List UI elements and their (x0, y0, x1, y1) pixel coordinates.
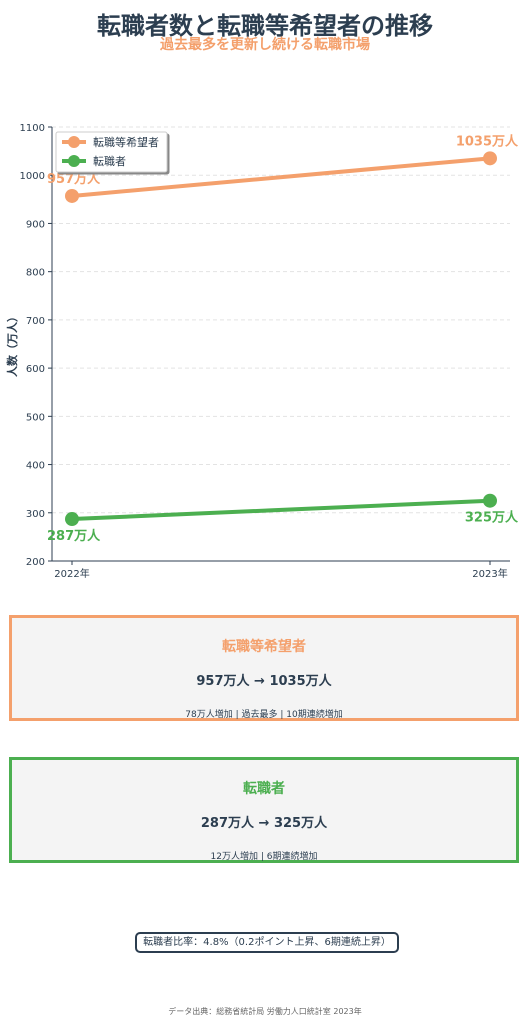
legend-swatch-marker (68, 155, 80, 167)
series-line (71, 156, 491, 198)
data-label: 325万人 (465, 510, 519, 526)
y-tick-label: 500 (26, 412, 45, 423)
x-tick-label: 2022年 (54, 567, 89, 580)
ratio-badge: 転職者比率：4.8%（0.2ポイント上昇、6期連続上昇） (135, 932, 399, 953)
card-hope-range: 957万人 → 1035万人 (196, 674, 332, 689)
series-line (71, 498, 491, 522)
data-label: 287万人 (47, 528, 101, 544)
line-chart: 200 300 400 500 600 700 800 900 1000 1100 2022年 202… (5, 123, 519, 580)
card-changers: 転職者 287万人 → 325万人 12万人増加 | 6期連続増加 (9, 757, 519, 863)
legend-label: 転職者 (93, 155, 126, 168)
card-hope-title: 転職等希望者 (222, 639, 306, 655)
y-tick-label: 300 (26, 509, 45, 520)
y-tick-label: 200 (26, 557, 45, 568)
data-label: 1035万人 (456, 133, 519, 149)
card-hope: 転職等希望者 957万人 → 1035万人 78万人増加 | 過去最多 | 10… (9, 615, 519, 721)
page-title: 転職者数と転職等希望者の推移 (97, 12, 433, 40)
y-tick-label: 900 (26, 219, 45, 230)
card-changers-title: 転職者 (243, 781, 285, 797)
y-tick-label: 400 (26, 461, 45, 472)
y-tick-label: 1100 (20, 123, 45, 134)
y-tick-label: 700 (26, 316, 45, 327)
card-changers-note: 12万人増加 | 6期連続増加 (210, 852, 318, 862)
card-hope-note: 78万人増加 | 過去最多 | 10期連続増加 (185, 710, 343, 720)
data-point (483, 493, 497, 508)
data-point (65, 512, 79, 527)
legend-swatch-marker (68, 136, 80, 148)
y-axis-label: 人数（万人） (5, 311, 19, 377)
data-point (65, 188, 79, 203)
card-changers-range: 287万人 → 325万人 (200, 816, 328, 831)
data-label: 957万人 (47, 171, 101, 187)
legend-label: 転職等希望者 (93, 135, 159, 149)
y-tick-label: 600 (26, 364, 45, 375)
y-tick-label: 1000 (20, 171, 45, 182)
data-point (483, 151, 497, 166)
data-source: データ出典：総務省統計局 労働力人口統計室 2023年 (168, 1007, 362, 1016)
y-tick-label: 800 (26, 268, 45, 279)
page-subtitle: 過去最多を更新し続ける転職市場 (160, 37, 370, 53)
x-tick-label: 2023年 (472, 567, 507, 580)
